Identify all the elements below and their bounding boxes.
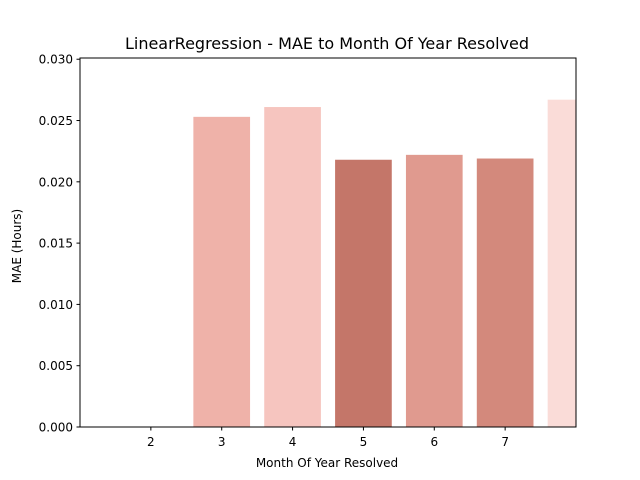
- x-tick-label: 2: [147, 435, 155, 449]
- x-tick-label: 5: [360, 435, 368, 449]
- y-tick-label: 0.015: [39, 237, 73, 251]
- bar-8: [547, 99, 576, 427]
- y-tick-label: 0.020: [39, 175, 73, 189]
- y-tick-label: 0.025: [39, 114, 73, 128]
- y-tick-label: 0.005: [39, 359, 73, 373]
- bar-4: [264, 107, 321, 427]
- x-tick-label: 7: [501, 435, 509, 449]
- plot-frame: [79, 57, 577, 428]
- bars-group: [193, 99, 576, 427]
- y-axis-ticks: 0.000 0.005 0.010 0.015 0.020 0.025 0.030: [39, 53, 80, 435]
- bar-6: [405, 154, 463, 427]
- x-axis-ticks: 2 3 4 5 6 7: [147, 427, 509, 449]
- bar-3: [193, 116, 251, 427]
- x-axis-label: Month Of Year Resolved: [256, 456, 398, 470]
- x-tick-label: 3: [218, 435, 226, 449]
- x-tick-label: 4: [289, 435, 297, 449]
- bar-7: [476, 158, 534, 427]
- y-axis-label: MAE (Hours): [10, 209, 24, 283]
- x-tick-label: 6: [430, 435, 438, 449]
- y-tick-label: 0.000: [39, 421, 73, 435]
- y-tick-label: 0.010: [39, 298, 73, 312]
- y-tick-label: 0.030: [39, 53, 73, 67]
- bar-5: [335, 159, 392, 427]
- chart-title: LinearRegression - MAE to Month Of Year …: [125, 34, 529, 53]
